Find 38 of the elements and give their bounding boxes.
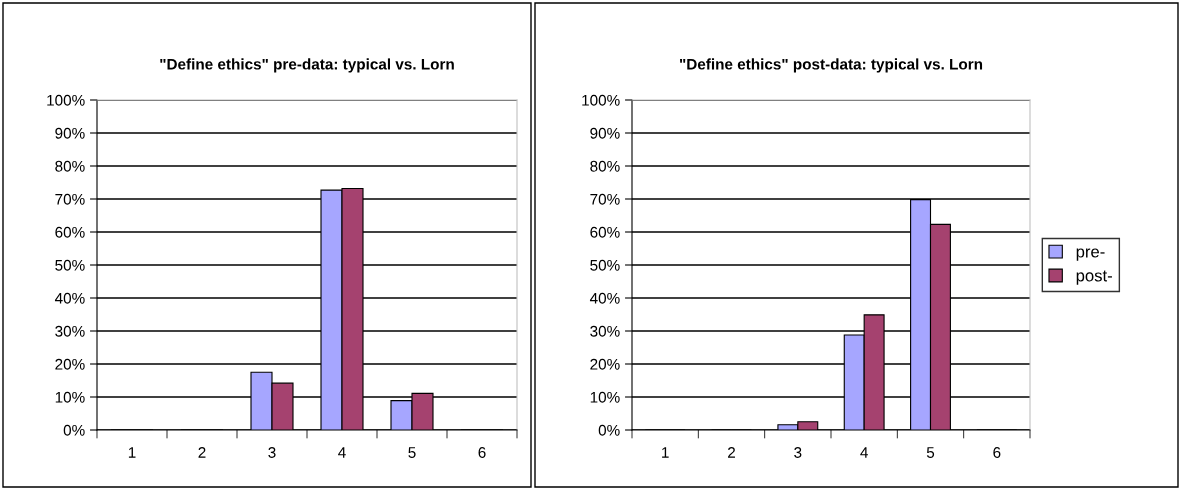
x-tick-label: 5 xyxy=(926,447,935,458)
x-tick-label: 2 xyxy=(728,447,735,458)
x-tick-label: 6 xyxy=(478,447,486,458)
y-tick-label: 90% xyxy=(55,127,85,139)
chart-title: "Define ethics" post-data: typical vs. Lorn xyxy=(680,58,983,73)
y-tick-label: 50% xyxy=(55,259,85,271)
y-tick-label: 30% xyxy=(55,325,85,337)
x-tick-label: 3 xyxy=(794,447,802,458)
y-tick-label: 50% xyxy=(590,259,620,271)
y-tick-label: 80% xyxy=(55,160,85,172)
y-tick-label: 70% xyxy=(590,193,620,205)
x-tick-label: 4 xyxy=(860,447,868,458)
y-tick-label: 80% xyxy=(590,160,620,172)
x-tick-label: 1 xyxy=(128,447,136,458)
y-tick-label: 90% xyxy=(590,127,620,139)
y-tick-label: 60% xyxy=(590,226,620,238)
y-tick-label: 70% xyxy=(55,193,85,205)
y-tick-label: 0% xyxy=(598,424,620,436)
y-tick-label: 40% xyxy=(589,292,620,304)
y-tick-label: 10% xyxy=(55,391,85,403)
y-tick-label: 0% xyxy=(63,424,85,436)
x-tick-label: 5 xyxy=(408,447,416,458)
y-tick-label: 20% xyxy=(55,358,85,370)
y-tick-label: 20% xyxy=(590,358,620,370)
chart-title: "Define ethics" pre-data: typical vs. Lorn xyxy=(160,58,454,73)
x-tick-label: 3 xyxy=(268,447,276,458)
y-tick-label: 30% xyxy=(590,325,620,337)
legend-label: post- xyxy=(1076,270,1112,285)
x-tick-label: 6 xyxy=(993,447,1001,458)
x-tick-label: 4 xyxy=(338,447,346,458)
x-tick-label: 1 xyxy=(662,447,669,458)
y-tick-label: 60% xyxy=(55,226,85,238)
y-tick-label: 100% xyxy=(47,94,85,106)
y-tick-label: 100% xyxy=(582,94,620,106)
y-tick-label: 10% xyxy=(590,391,620,403)
legend-label: pre- xyxy=(1076,248,1105,261)
y-tick-label: 40% xyxy=(54,292,85,304)
x-tick-label: 2 xyxy=(198,447,206,458)
